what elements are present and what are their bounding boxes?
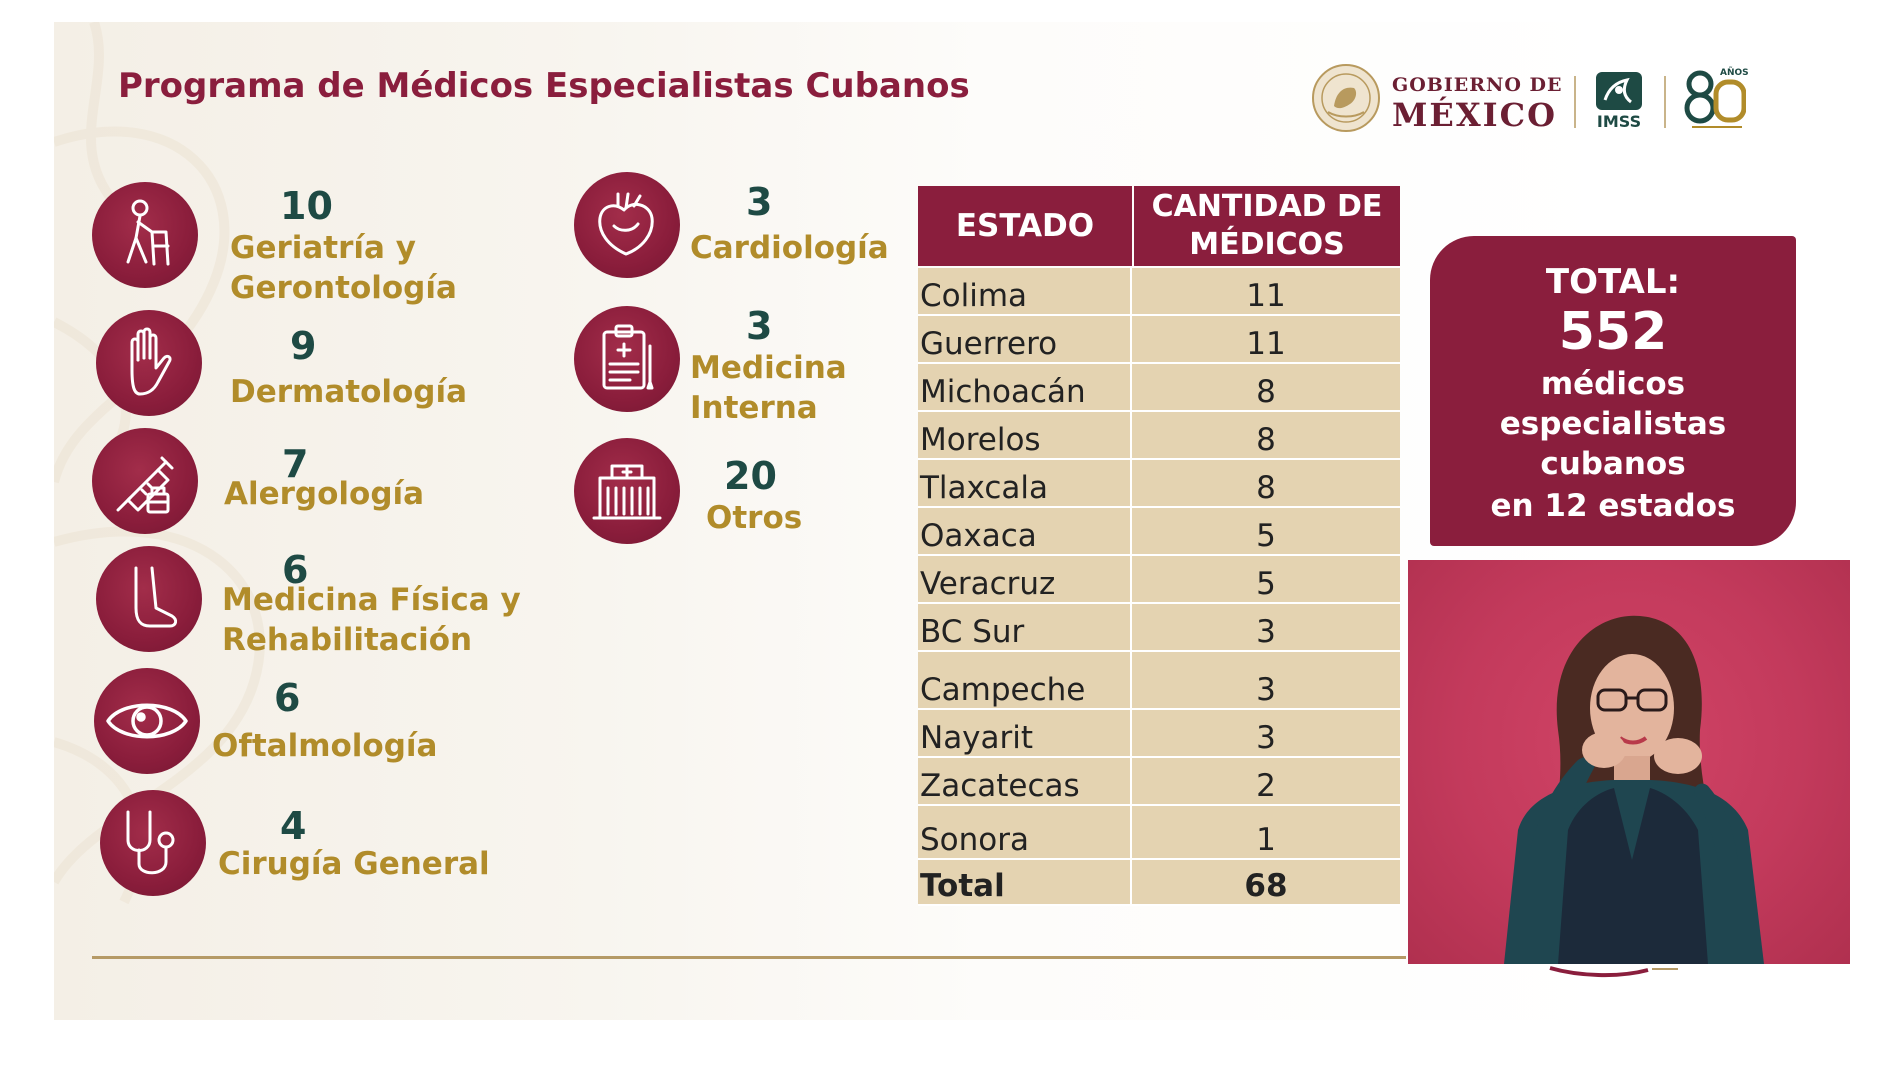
specialty-count: 7: [282, 442, 309, 486]
specialty-label: Cirugía General: [218, 846, 490, 882]
specialty-label: Medicina Física y: [222, 582, 521, 618]
table-cell-state: BC Sur: [918, 604, 1132, 650]
table-cell-state: Colima: [918, 268, 1132, 314]
table-cell-count: 3: [1256, 614, 1276, 650]
table-cell-count: 11: [1246, 326, 1286, 362]
states-table: Colima 11 Guerrero 11 Michoacán 8 Morelo…: [918, 268, 1400, 906]
specialty-label: Geriatría y: [230, 230, 416, 266]
total-line: médicos: [1540, 366, 1686, 402]
specialty-label: Dermatología: [230, 374, 468, 410]
table-cell-state: Morelos: [918, 412, 1132, 458]
table-cell-state: Veracruz: [918, 556, 1132, 602]
specialty-label: Gerontología: [230, 270, 457, 306]
mexico-label: MÉXICO: [1392, 96, 1557, 134]
specialty-label: Oftalmología: [212, 728, 438, 764]
sign-language-interpreter-video: [1408, 560, 1850, 964]
table-cell-count: 8: [1256, 470, 1276, 506]
total-summary-box: TOTAL: 552 médicos especialistas cubanos…: [1430, 236, 1796, 546]
table-cell-state: Sonora: [918, 806, 1132, 858]
header-divider: [1574, 76, 1576, 128]
table-header-count-line: CANTIDAD DE: [1151, 189, 1383, 224]
table-cell-count: 1: [1256, 822, 1276, 858]
eye-icon: [94, 668, 200, 774]
gobierno-label: GOBIERNO DE: [1392, 74, 1563, 96]
specialty-count: 4: [280, 804, 307, 848]
table-cell-count: 8: [1256, 422, 1276, 458]
total-line: cubanos: [1540, 446, 1686, 482]
table-cell-state: Oaxaca: [918, 508, 1132, 554]
table-cell-count: 5: [1256, 518, 1276, 554]
specialty-count: 10: [280, 184, 333, 228]
total-line: en 12 estados: [1490, 488, 1736, 524]
table-row: Zacatecas 2: [918, 758, 1400, 806]
total-label: TOTAL:: [1545, 262, 1681, 302]
table-row: BC Sur 3: [918, 604, 1400, 652]
table-header-state: ESTADO: [918, 186, 1132, 266]
table-row: Campeche 3: [918, 652, 1400, 710]
syringe-icon: [92, 428, 198, 534]
specialty-label: Otros: [706, 500, 803, 536]
table-total-count: 68: [1244, 868, 1288, 904]
specialty-count: 6: [282, 548, 309, 592]
specialty-label: Alergología: [224, 476, 425, 512]
table-cell-count: 2: [1256, 768, 1276, 804]
table-row: Veracruz 5: [918, 556, 1400, 604]
specialty-count: 3: [746, 304, 773, 348]
stethoscope-icon: [100, 790, 206, 896]
table-row: Tlaxcala 8: [918, 460, 1400, 508]
table-header-state-label: ESTADO: [955, 208, 1095, 244]
table-cell-state: Campeche: [918, 652, 1132, 708]
table-row: Morelos 8: [918, 412, 1400, 460]
table-row: Michoacán 8: [918, 364, 1400, 412]
table-cell-state: Michoacán: [918, 364, 1132, 410]
table-cell-count: 11: [1246, 278, 1286, 314]
table-cell-state: Nayarit: [918, 710, 1132, 756]
table-total-label: Total: [918, 860, 1132, 904]
specialty-count: 20: [724, 454, 777, 498]
table-header-count: CANTIDAD DE MÉDICOS: [1134, 186, 1400, 266]
footer-logo-fragment: [1548, 962, 1678, 982]
header-divider: [1664, 76, 1666, 128]
government-seal-logo: [1310, 62, 1382, 134]
table-header-count-line: MÉDICOS: [1189, 227, 1345, 262]
imss-logo: IMSS: [1593, 70, 1645, 132]
table-cell-state: Zacatecas: [918, 758, 1132, 804]
total-line: especialistas: [1499, 406, 1727, 442]
specialty-count: 9: [290, 324, 317, 368]
table-cell-count: 3: [1256, 720, 1276, 756]
total-number: 552: [1558, 302, 1668, 362]
table-row: Oaxaca 5: [918, 508, 1400, 556]
hospital-icon: [574, 438, 680, 544]
bottom-divider: [92, 956, 1406, 959]
specialty-label: Medicina: [690, 350, 847, 386]
specialty-label: Rehabilitación: [222, 622, 473, 658]
hand-icon: [96, 310, 202, 416]
table-cell-count: 5: [1256, 566, 1276, 602]
table-cell-state: Guerrero: [918, 316, 1132, 362]
table-cell-count: 3: [1256, 672, 1276, 708]
specialty-label: Interna: [690, 390, 818, 426]
table-row: Colima 11: [918, 268, 1400, 316]
table-cell-count: 8: [1256, 374, 1276, 410]
specialty-count: 6: [274, 676, 301, 720]
table-row: Nayarit 3: [918, 710, 1400, 758]
foot-icon: [96, 546, 202, 652]
specialty-label: Cardiología: [690, 230, 889, 266]
anos-label: AÑOS: [1720, 68, 1749, 78]
table-row: Sonora 1: [918, 806, 1400, 860]
page-title: Programa de Médicos Especialistas Cubano…: [118, 66, 970, 106]
heart-icon: [574, 172, 680, 278]
specialty-count: 3: [746, 180, 773, 224]
clipboard-icon: [574, 306, 680, 412]
table-total-row: Total 68: [918, 860, 1400, 906]
table-cell-state: Tlaxcala: [918, 460, 1132, 506]
elderly-walker-icon: [92, 182, 198, 288]
table-row: Guerrero 11: [918, 316, 1400, 364]
imss-80-anos-logo: AÑOS: [1684, 68, 1749, 134]
imss-logo-text: IMSS: [1596, 112, 1642, 131]
